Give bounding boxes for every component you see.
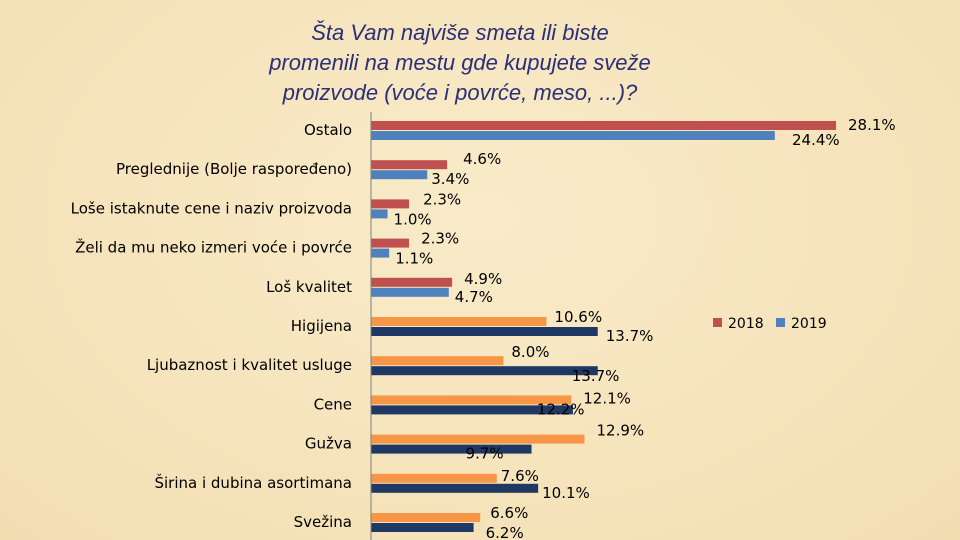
data-label-2019: 1.1% [395, 250, 433, 268]
data-label-2019: 10.1% [542, 484, 590, 502]
data-label-2018: 4.9% [464, 270, 502, 288]
bar-2018 [371, 160, 448, 170]
category-label: Preglednije (Bolje raspoređeno) [116, 160, 352, 178]
category-label: Ljubaznost i kvalitet usluge [147, 356, 352, 374]
bar-2019 [371, 248, 390, 258]
data-label-2018: 12.9% [596, 422, 644, 440]
bar-2019 [371, 483, 539, 493]
data-label-2019: 24.4% [792, 131, 840, 149]
data-label-2018: 2.3% [421, 230, 459, 248]
category-label: Cene [314, 395, 352, 413]
category-label: Svežina [294, 513, 352, 531]
category-label: Loš kvalitet [266, 278, 352, 296]
data-label-2019: 6.2% [486, 524, 524, 540]
data-label-2018: 6.6% [490, 504, 528, 522]
bar-2019 [371, 366, 598, 376]
bar-2019 [371, 444, 532, 454]
data-label-2019: 12.2% [537, 400, 585, 418]
data-label-2018: 2.3% [423, 190, 461, 208]
bar-2019 [371, 523, 474, 532]
category-label: Širina i dubina asortimana [154, 473, 352, 492]
bar-2019 [371, 327, 598, 336]
data-label-2018: 7.6% [501, 467, 539, 485]
chart-title: Šta Vam najviše smeta ili biste promenil… [269, 20, 651, 105]
legend-swatch-2018 [713, 318, 722, 327]
bar-2019 [371, 209, 388, 219]
legend: 2018 2019 [713, 316, 827, 332]
data-label-2018: 12.1% [583, 389, 631, 407]
data-label-2018: 8.0% [511, 343, 549, 361]
bar-2018 [371, 434, 585, 444]
bar-2018 [371, 473, 497, 483]
data-label-2018: 4.6% [463, 150, 501, 168]
legend-label-2018: 2018 [728, 316, 764, 332]
category-label: Gužva [305, 435, 352, 453]
data-label-2019: 4.7% [455, 288, 493, 306]
category-label: Želi da mu neko izmeri voće i povrće [75, 238, 352, 257]
data-label-2019: 13.7% [572, 367, 620, 385]
data-label-2019: 9.7% [466, 445, 504, 463]
bar-2019 [371, 170, 428, 180]
category-label: Higijena [291, 317, 352, 335]
data-label-2019: 1.0% [394, 210, 432, 228]
bar-2018 [371, 513, 481, 522]
bar-2019 [371, 131, 775, 140]
data-label-2019: 3.4% [431, 170, 469, 188]
category-labels: Ostalo Preglednije (Bolje raspoređeno) Loš… [71, 121, 352, 531]
bar-2018 [371, 121, 837, 130]
bar-2018 [371, 277, 453, 287]
category-label: Loše istaknute cene i naziv proizvoda [71, 199, 352, 217]
bar-2018 [371, 356, 504, 366]
bar-2019 [371, 405, 573, 415]
bars-layer [371, 121, 837, 532]
data-label-2018: 10.6% [554, 308, 602, 326]
bar-2019 [371, 287, 449, 297]
bar-2018 [371, 199, 410, 209]
data-label-2018: 28.1% [848, 116, 896, 134]
bar-2018 [371, 238, 410, 248]
data-labels: 28.1% 24.4% 4.6% 3.4% 2.3% 1.0% 2.3% 1.1% 4.9%4.… [394, 116, 896, 540]
data-label-2019: 13.7% [606, 327, 654, 345]
legend-swatch-2019 [776, 318, 785, 327]
bar-2018 [371, 395, 572, 405]
legend-label-2019: 2019 [791, 316, 827, 332]
bar-2018 [371, 317, 547, 326]
category-label: Ostalo [304, 121, 352, 139]
